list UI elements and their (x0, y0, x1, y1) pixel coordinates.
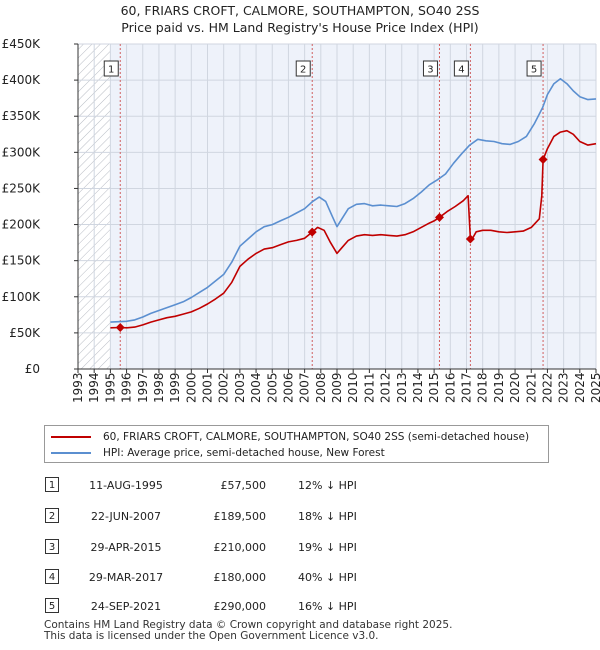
x-tick-label: 2003 (233, 372, 247, 403)
x-tick-label: 2016 (443, 372, 457, 403)
x-tick-label: 2004 (249, 372, 263, 403)
chart-subtitle: Price paid vs. HM Land Registry's House … (121, 20, 479, 35)
x-tick-label: 2010 (346, 372, 360, 403)
x-tick-label: 2020 (508, 372, 522, 403)
x-tick-label: 2009 (330, 372, 344, 403)
legend-swatch-price-paid (51, 436, 91, 438)
sale-number: 3 (45, 539, 59, 554)
x-tick-label: 1996 (120, 372, 134, 403)
legend-label-hpi: HPI: Average price, semi-detached house,… (103, 447, 385, 459)
sale-number: 2 (45, 508, 59, 523)
hpi-line (110, 77, 597, 323)
x-tick-label: 2024 (573, 372, 587, 403)
x-tick-label: 1994 (87, 372, 101, 403)
sale-date: 29-MAR-2017 (88, 571, 164, 584)
sale-price: £57,500 (220, 479, 267, 492)
sale-number: 1 (45, 477, 59, 492)
footer-copyright: Contains HM Land Registry data © Crown c… (44, 619, 453, 631)
sale-marker-box (422, 60, 438, 77)
x-tick-label: 2019 (492, 372, 506, 403)
legend: 60, FRIARS CROFT, CALMORE, SOUTHAMPTON, … (44, 425, 549, 463)
sale-hpi-diff: 18% ↓ HPI (298, 510, 357, 523)
y-tick-label: £150K (2, 254, 42, 268)
footer: Contains HM Land Registry data © Crown c… (44, 620, 452, 642)
sale-hpi-diff: 16% ↓ HPI (298, 600, 357, 613)
y-tick-label: £450K (2, 37, 42, 51)
sale-number: 5 (45, 598, 59, 613)
y-tick-label: £0 (25, 362, 40, 376)
sale-marker-box (453, 60, 469, 77)
x-tick-label: 2005 (265, 372, 279, 403)
sale-date: 24-SEP-2021 (90, 600, 162, 613)
sale-marker-label: 3 (427, 65, 433, 76)
legend-label-price-paid: 60, FRIARS CROFT, CALMORE, SOUTHAMPTON, … (103, 431, 530, 443)
sale-row: 4 29-MAR-2017 £180,000 40% ↓ HPI (44, 568, 564, 588)
sale-date: 22-JUN-2007 (90, 510, 162, 523)
x-tick-label: 2021 (524, 372, 538, 403)
x-tick-label: 1997 (136, 372, 150, 403)
x-tick-label: 2007 (298, 372, 312, 403)
sale-point (307, 227, 317, 237)
x-tick-label: 2012 (379, 372, 393, 403)
sale-date: 29-APR-2015 (90, 541, 162, 554)
x-tick-label: 2006 (281, 372, 295, 403)
sale-marker-label: 4 (458, 65, 464, 76)
chart-title: 60, FRIARS CROFT, CALMORE, SOUTHAMPTON, … (120, 3, 480, 18)
sale-price: £189,500 (213, 510, 267, 523)
x-tick-label: 2008 (314, 372, 328, 403)
sale-point (434, 212, 444, 222)
sale-point (115, 322, 125, 332)
sale-marker-box (295, 60, 311, 77)
x-tick-label: 1998 (152, 372, 166, 403)
sale-hpi-diff: 40% ↓ HPI (298, 571, 357, 584)
chart-title-block: 60, FRIARS CROFT, CALMORE, SOUTHAMPTON, … (0, 2, 600, 36)
sale-hpi-diff: 19% ↓ HPI (298, 541, 357, 554)
x-tick-label: 2018 (476, 372, 490, 403)
y-tick-label: £50K (9, 326, 41, 340)
x-tick-label: 2022 (540, 372, 554, 403)
x-tick-label: 1999 (168, 372, 182, 403)
x-tick-label: 2001 (201, 372, 215, 403)
sale-point (538, 155, 548, 165)
sale-marker-label: 2 (300, 65, 306, 76)
sale-marker-box (103, 60, 119, 77)
x-tick-label: 1993 (71, 372, 85, 403)
x-tick-label: 2002 (217, 372, 231, 403)
x-tick-label: 2023 (557, 372, 571, 403)
sale-row: 3 29-APR-2015 £210,000 19% ↓ HPI (44, 538, 564, 558)
x-tick-label: 2014 (411, 372, 425, 403)
sale-date: 11-AUG-1995 (89, 479, 163, 492)
sale-price: £180,000 (213, 571, 267, 584)
x-tick-label: 2013 (395, 372, 409, 403)
y-tick-label: £300K (2, 145, 42, 159)
sale-price: £210,000 (213, 541, 267, 554)
y-tick-label: £250K (2, 181, 42, 195)
price-chart: 1 2 3 4 5 £0 £50K £100K £150K £200K £250K £300K £35… (2, 37, 600, 403)
sale-row: 1 11-AUG-1995 £57,500 12% ↓ HPI (44, 476, 564, 496)
y-tick-label: £100K (2, 290, 42, 304)
sale-point (465, 234, 475, 244)
y-tick-label: £200K (2, 218, 42, 232)
x-tick-label: 2000 (184, 372, 198, 403)
price-paid-line (110, 129, 597, 329)
sale-marker-label: 5 (531, 65, 537, 76)
sale-price: £290,000 (213, 600, 267, 613)
sale-row: 2 22-JUN-2007 £189,500 18% ↓ HPI (44, 507, 564, 527)
x-tick-label: 2025 (589, 372, 600, 403)
x-tick-label: 2017 (460, 372, 474, 403)
sale-marker-box (526, 60, 542, 77)
y-tick-label: £400K (2, 73, 42, 87)
footer-licence: This data is licensed under the Open Gov… (44, 630, 379, 642)
sale-row: 5 24-SEP-2021 £290,000 16% ↓ HPI (44, 597, 564, 617)
sale-marker-label: 1 (108, 65, 114, 76)
y-tick-label: £350K (2, 109, 42, 123)
legend-swatch-hpi (51, 452, 91, 454)
sale-number: 4 (45, 569, 59, 584)
x-tick-label: 2011 (362, 372, 376, 403)
x-tick-label: 1995 (103, 372, 117, 403)
sale-hpi-diff: 12% ↓ HPI (298, 479, 357, 492)
x-tick-label: 2015 (427, 372, 441, 403)
